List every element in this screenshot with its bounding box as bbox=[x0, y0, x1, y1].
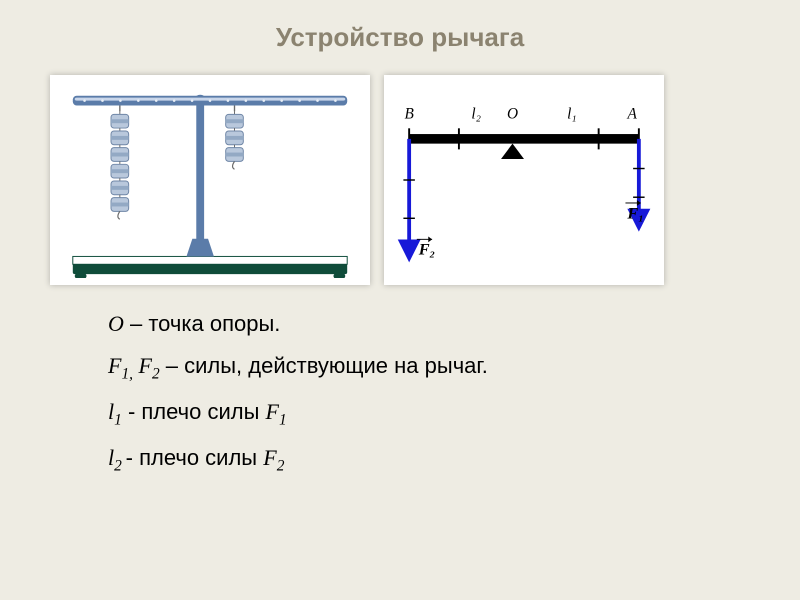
lever-apparatus-illustration bbox=[50, 75, 370, 285]
sub-F2: 2 bbox=[152, 365, 160, 382]
txt-F: – силы, действующие на рычаг. bbox=[160, 353, 488, 378]
sub-F1: 1, bbox=[121, 365, 133, 382]
sym-F2a: F bbox=[133, 353, 152, 378]
slide: Устройство рычага B A Ol₁ l₂ F₁ F₂ О – точка … bbox=[0, 0, 800, 600]
lever-schematic-diagram: B A Ol₁ l₂ F₁ F₂ bbox=[384, 75, 664, 285]
def-F: F1, F2 – силы, действующие на рычаг. bbox=[108, 351, 750, 385]
svg-text:l₂: l₂ bbox=[471, 106, 481, 123]
sym-F2b: F bbox=[263, 445, 276, 470]
svg-text:F₂: F₂ bbox=[418, 241, 436, 259]
lever-svg: B A Ol₁ l₂ F₁ F₂ bbox=[390, 82, 658, 278]
sub-l2: 2 bbox=[114, 457, 126, 474]
page-title: Устройство рычага bbox=[50, 22, 750, 53]
def-l2: l2 - плечо силы F2 bbox=[108, 443, 750, 477]
sym-F1a: F bbox=[108, 353, 121, 378]
sym-F1b: F bbox=[266, 399, 279, 424]
txt-l1: - плечо силы bbox=[122, 399, 266, 424]
svg-text:O: O bbox=[507, 106, 518, 123]
svg-text:B: B bbox=[404, 106, 414, 123]
svg-text:A: A bbox=[626, 106, 637, 123]
apparatus-svg bbox=[60, 82, 360, 278]
def-O: О – точка опоры. bbox=[108, 309, 750, 339]
sub-F1b: 1 bbox=[279, 411, 287, 428]
svg-text:F₁: F₁ bbox=[626, 204, 644, 222]
def-l1: l1 - плечо силы F1 bbox=[108, 397, 750, 431]
definitions: О – точка опоры. F1, F2 – силы, действую… bbox=[108, 309, 750, 477]
txt-O: – точка опоры. bbox=[124, 311, 281, 336]
sub-l1: 1 bbox=[114, 411, 122, 428]
txt-l2: - плечо силы bbox=[126, 445, 264, 470]
svg-text:l₁: l₁ bbox=[567, 106, 577, 123]
figures-row: B A Ol₁ l₂ F₁ F₂ bbox=[50, 75, 750, 285]
sym-O: О bbox=[108, 311, 124, 336]
sub-F2b: 2 bbox=[277, 457, 285, 474]
